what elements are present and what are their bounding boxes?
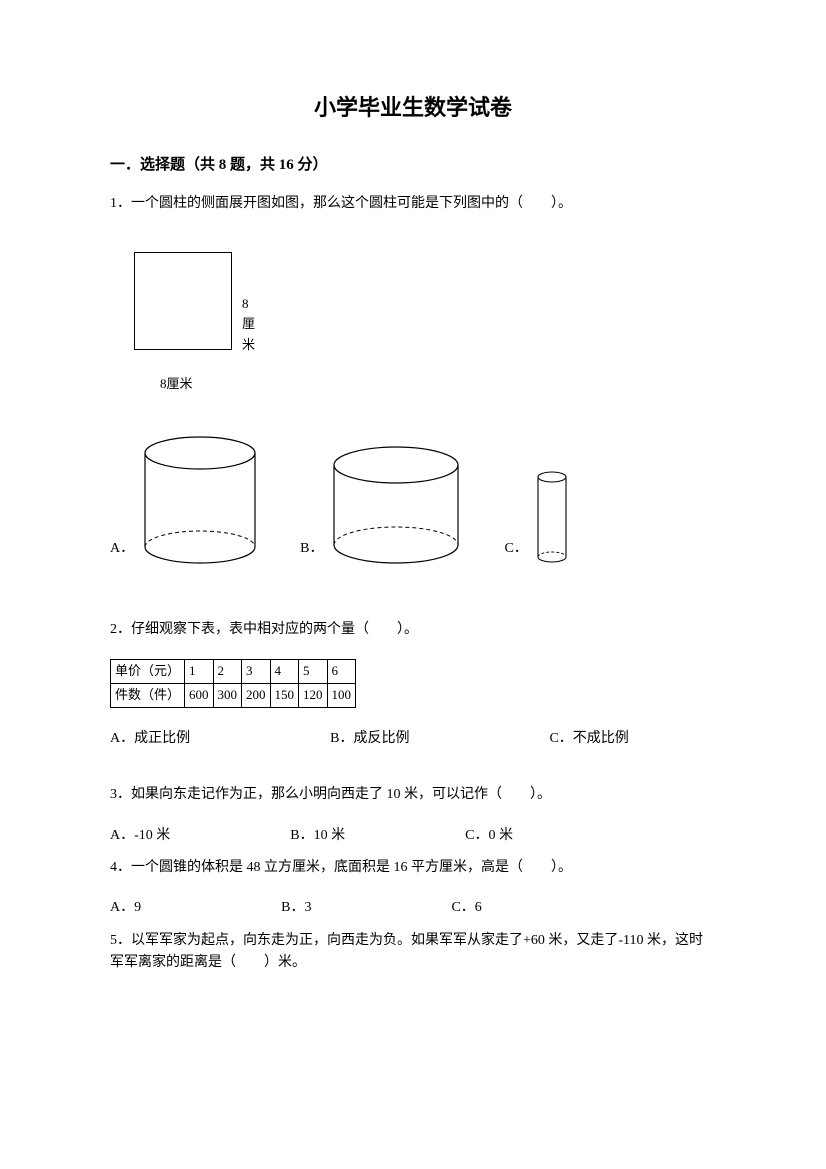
table-cell: 2 — [213, 660, 242, 684]
cyl-option-a: A． — [110, 435, 260, 565]
table-cell: 1 — [185, 660, 214, 684]
q2-options: A．成正比例 B．成反比例 C．不成比例 — [110, 728, 716, 750]
square-label-right: 8厘米 — [242, 294, 255, 356]
q2-option-b: B．成反比例 — [330, 728, 409, 750]
q3-option-a: A．-10 米 — [110, 825, 170, 847]
question-1-text: 1．一个圆柱的侧面展开图如图，那么这个圆柱可能是下列图中的（ ）。 — [110, 193, 716, 215]
cylinder-a-icon — [140, 435, 260, 565]
q2-option-c: C．不成比例 — [549, 728, 628, 750]
q2-table: 单价（元） 1 2 3 4 5 6 件数（件） 600 300 200 150 … — [110, 659, 716, 708]
table-cell: 300 — [213, 683, 242, 707]
table-cell: 单价（元） — [111, 660, 185, 684]
question-5-text: 5．以军军家为起点，向东走为正，向西走为负。如果军军从家走了+60 米，又走了-… — [110, 930, 716, 975]
q3-option-b: B．10 米 — [290, 825, 345, 847]
table-cell: 150 — [270, 683, 299, 707]
table-cell: 5 — [299, 660, 328, 684]
option-a-label: A． — [110, 538, 134, 560]
cylinder-c-icon — [534, 470, 570, 565]
q1-cylinders: A． B． C． — [110, 435, 716, 565]
q2-option-a: A．成正比例 — [110, 728, 190, 750]
square-box — [134, 252, 232, 350]
square-label-bottom: 8厘米 — [160, 374, 716, 395]
question-3-text: 3．如果向东走记作为正，那么小明向西走了 10 米，可以记作（ ）。 — [110, 784, 716, 806]
table-cell: 120 — [299, 683, 328, 707]
q3-option-c: C．0 米 — [465, 825, 513, 847]
page-title: 小学毕业生数学试卷 — [110, 90, 716, 125]
q3-options: A．-10 米 B．10 米 C．0 米 — [110, 825, 716, 847]
table-cell: 件数（件） — [111, 683, 185, 707]
q4-options: A．9 B．3 C．6 — [110, 897, 716, 919]
table-cell: 200 — [242, 683, 271, 707]
option-b-label: B． — [300, 538, 323, 560]
q4-option-c: C．6 — [451, 897, 481, 919]
question-2-text: 2．仔细观察下表，表中相对应的两个量（ ）。 — [110, 619, 716, 641]
table-cell: 3 — [242, 660, 271, 684]
q4-option-a: A．9 — [110, 897, 141, 919]
section-1-header: 一．选择题（共 8 题，共 16 分） — [110, 153, 716, 177]
question-4-text: 4．一个圆锥的体积是 48 立方厘米，底面积是 16 平方厘米，高是（ ）。 — [110, 857, 716, 879]
cyl-option-b: B． — [300, 445, 464, 565]
table-row: 单价（元） 1 2 3 4 5 6 — [111, 660, 356, 684]
option-c-label: C． — [504, 538, 527, 560]
table-cell: 100 — [327, 683, 356, 707]
q1-square-figure: 8厘米 — [134, 252, 232, 358]
cyl-option-c: C． — [504, 470, 569, 565]
table-row: 件数（件） 600 300 200 150 120 100 — [111, 683, 356, 707]
table-cell: 6 — [327, 660, 356, 684]
table-cell: 600 — [185, 683, 214, 707]
q4-option-b: B．3 — [281, 897, 311, 919]
table-cell: 4 — [270, 660, 299, 684]
cylinder-b-icon — [329, 445, 464, 565]
